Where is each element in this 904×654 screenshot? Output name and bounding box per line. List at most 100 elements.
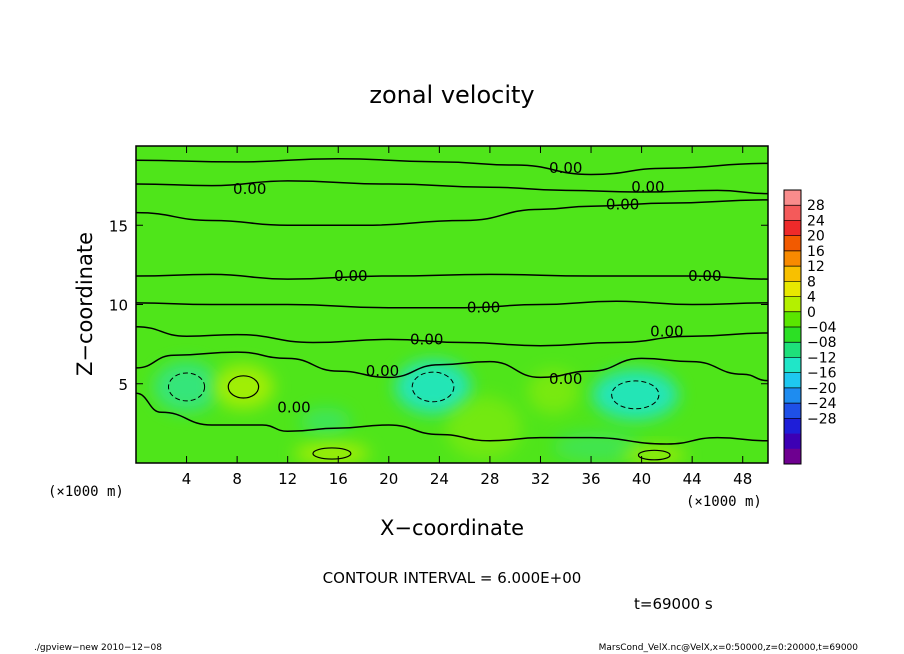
zero-contour-5 <box>136 325 768 347</box>
contour-label-5: 0.00 <box>688 267 721 285</box>
colorbar-label-13: −24 <box>807 396 837 412</box>
negative-contour-1 <box>411 371 455 403</box>
colorbar-label-11: −16 <box>807 366 837 382</box>
colorbar-swatch-5 <box>784 266 801 282</box>
colorbar-swatch-13 <box>784 387 801 404</box>
warm-cell-2 <box>445 396 522 460</box>
x-tick-label-28: 28 <box>480 470 499 488</box>
colorbar-swatch-11 <box>784 357 801 374</box>
x-tick-label-24: 24 <box>430 470 449 488</box>
colorbar-swatch-4 <box>784 250 801 267</box>
colorbar-label-9: −08 <box>807 335 837 351</box>
x-axis-label: X−coordinate <box>380 516 524 540</box>
colorbar-label-5: 8 <box>807 274 816 290</box>
x-tick-label-32: 32 <box>531 470 550 488</box>
contour-label-1: 0.00 <box>549 159 582 177</box>
contour-label-11: 0.00 <box>277 399 310 417</box>
negative-contour-0 <box>167 372 206 402</box>
x-unit-left: (×1000 m) <box>48 484 124 500</box>
colorbar-swatch-7 <box>784 296 801 313</box>
colorbar-label-8: −04 <box>807 320 837 336</box>
x-tick-label-16: 16 <box>329 470 348 488</box>
zero-contour-0 <box>136 157 768 176</box>
x-tick-label-12: 12 <box>278 470 297 488</box>
x-axis-ticks: 4 8 12 16 20 24 28 32 36 40 44 48 <box>182 146 752 488</box>
zero-contour-6 <box>136 351 768 382</box>
contour-label-6: 0.00 <box>467 299 500 317</box>
negative-contour-2 <box>611 380 660 410</box>
contour-label-9: 0.00 <box>366 362 399 380</box>
time-text: t=69000 s <box>634 595 713 613</box>
x-tick-label-40: 40 <box>632 470 651 488</box>
cold-cell-0 <box>153 361 220 413</box>
velocity-field <box>153 359 686 463</box>
x-tick-label-44: 44 <box>683 470 702 488</box>
colorbar-label-12: −20 <box>807 381 837 397</box>
footer-left: ./gpview−new 2010−12−08 <box>34 643 162 653</box>
colorbar-swatch-3 <box>784 235 801 252</box>
zero-contour-4 <box>136 300 768 309</box>
contour-labels: 0.000.000.000.000.00 0.000.000.00 0.000.00… <box>233 159 721 416</box>
warm-cell-0 <box>213 364 274 410</box>
colorbar-label-3: 16 <box>807 244 825 260</box>
colorbar-swatch-0 <box>784 190 801 206</box>
colorbar-label-0: 28 <box>807 198 825 214</box>
contour-label-4: 0.00 <box>334 267 367 285</box>
zero-contour-2 <box>136 199 768 227</box>
colorbar-swatch-14 <box>784 403 801 419</box>
contour-label-0: 0.00 <box>233 180 266 198</box>
warm-cell-4 <box>527 369 579 414</box>
colorbar-swatch-2 <box>784 220 801 237</box>
x-unit-right: (×1000 m) <box>686 494 762 510</box>
zero-contour-3 <box>136 273 768 280</box>
colorbar-label-14: −28 <box>807 411 837 427</box>
colorbar-label-1: 24 <box>807 213 825 229</box>
colorbar-swatch-12 <box>784 372 801 389</box>
contour-interval-text: CONTOUR INTERVAL = 6.000E+00 <box>323 569 582 587</box>
warm-cell-1 <box>294 442 370 463</box>
zero-contour-1 <box>136 180 768 195</box>
y-tick-label-10: 10 <box>109 297 128 315</box>
y-axis-ticks: 5 10 15 <box>109 217 768 394</box>
y-tick-label-5: 5 <box>118 376 128 394</box>
plot-area: 0.000.000.000.000.00 0.000.000.00 0.000.00… <box>135 145 769 464</box>
y-tick-label-15: 15 <box>109 217 128 235</box>
contour-label-2: 0.00 <box>631 178 664 196</box>
x-tick-label-48: 48 <box>733 470 752 488</box>
x-tick-label-4: 4 <box>182 470 192 488</box>
colorbar-label-4: 12 <box>807 259 825 275</box>
contour-label-3: 0.00 <box>606 196 639 214</box>
colorbar-swatch-10 <box>784 342 801 358</box>
cold-cell-1 <box>395 359 471 414</box>
x-tick-label-8: 8 <box>232 470 242 488</box>
colorbar-swatch-17 <box>784 448 801 465</box>
x-tick-label-36: 36 <box>581 470 600 488</box>
y-axis-label: Z−coordinate <box>73 232 97 376</box>
footer-right: MarsCond_VelX.nc@VelX,x=0:50000,z=0:2000… <box>599 643 859 653</box>
colorbar-swatch-16 <box>784 433 801 450</box>
colorbar-label-10: −12 <box>807 350 837 366</box>
contour-lines <box>136 157 768 445</box>
cold-cell-2 <box>592 369 679 421</box>
colorbar-swatch-8 <box>784 311 801 328</box>
contour-label-10: 0.00 <box>549 370 582 388</box>
cold-cell-4 <box>300 407 351 437</box>
colorbar-swatch-1 <box>784 205 801 221</box>
positive-contour-0 <box>227 375 260 399</box>
colorbar-swatch-9 <box>784 327 801 343</box>
colorbar-label-7: 0 <box>807 305 816 321</box>
colorbar-label-2: 20 <box>807 229 825 245</box>
chart-title: zonal velocity <box>369 81 534 109</box>
x-tick-label-20: 20 <box>379 470 398 488</box>
warm-cell-3 <box>622 445 686 463</box>
colorbar-swatch-15 <box>784 418 801 434</box>
contour-label-8: 0.00 <box>650 322 683 340</box>
colorbar-swatch-6 <box>784 281 801 297</box>
zero-contour-7 <box>136 392 768 445</box>
colorbar-label-6: 4 <box>807 290 816 306</box>
positive-contour-1 <box>312 447 352 460</box>
positive-contour-2 <box>637 449 671 461</box>
contour-label-7: 0.00 <box>410 330 443 348</box>
